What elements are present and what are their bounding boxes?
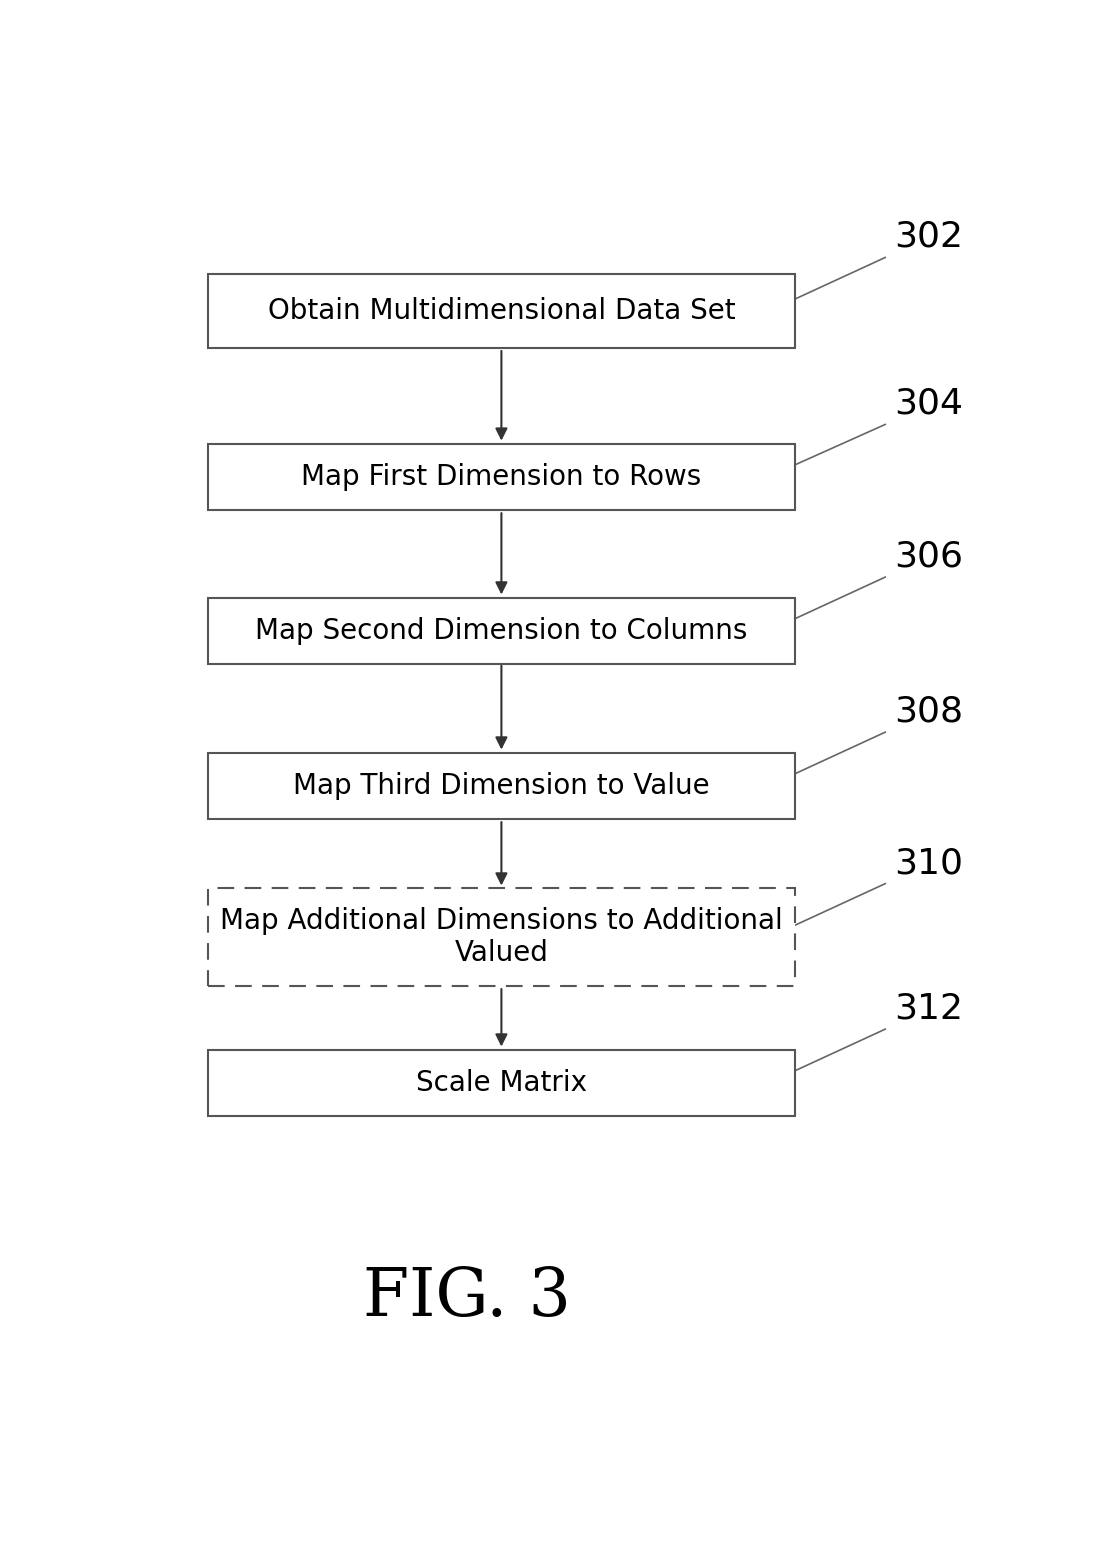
Bar bbox=[208, 445, 795, 510]
Text: 308: 308 bbox=[894, 694, 963, 728]
Bar bbox=[208, 598, 795, 663]
Text: Map Additional Dimensions to Additional
Valued: Map Additional Dimensions to Additional … bbox=[220, 908, 782, 968]
Text: Map First Dimension to Rows: Map First Dimension to Rows bbox=[302, 463, 701, 491]
Bar bbox=[208, 753, 795, 818]
Text: 302: 302 bbox=[894, 220, 963, 254]
Text: 304: 304 bbox=[894, 387, 963, 421]
Text: FIG. 3: FIG. 3 bbox=[363, 1266, 571, 1331]
Bar bbox=[208, 1050, 795, 1115]
Text: Map Second Dimension to Columns: Map Second Dimension to Columns bbox=[255, 617, 748, 644]
Text: Obtain Multidimensional Data Set: Obtain Multidimensional Data Set bbox=[267, 297, 736, 325]
Text: Scale Matrix: Scale Matrix bbox=[416, 1069, 587, 1097]
Text: 312: 312 bbox=[894, 991, 963, 1025]
Text: 310: 310 bbox=[894, 846, 963, 880]
Bar bbox=[208, 274, 795, 349]
Text: Map Third Dimension to Value: Map Third Dimension to Value bbox=[293, 771, 710, 799]
Bar bbox=[208, 889, 795, 987]
Text: 306: 306 bbox=[894, 539, 963, 573]
